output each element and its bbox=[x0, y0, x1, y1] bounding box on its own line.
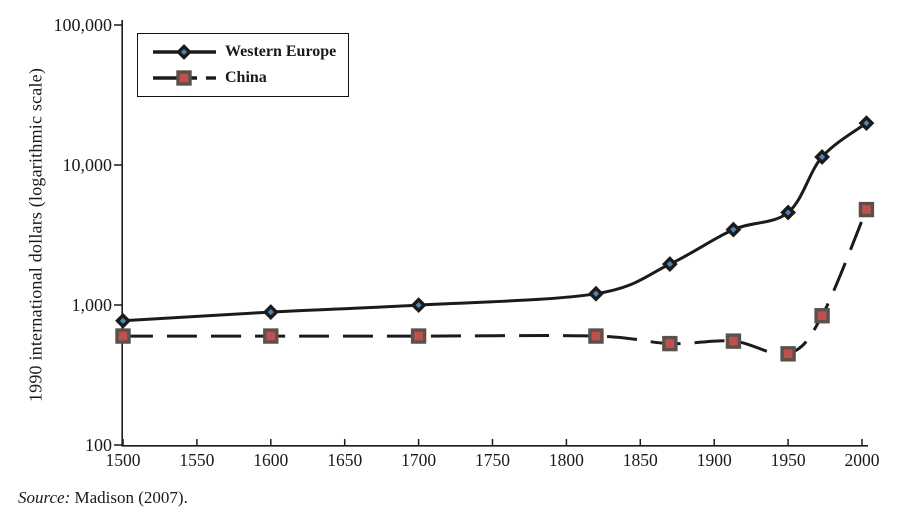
marker-china bbox=[725, 333, 742, 349]
source-note: Source: Madison (2007). bbox=[18, 488, 188, 508]
marker-china bbox=[588, 328, 604, 344]
legend-label-western-europe: Western Europe bbox=[225, 43, 337, 60]
marker-china bbox=[662, 335, 678, 352]
marker-china bbox=[814, 308, 830, 324]
marker-western-europe bbox=[780, 204, 797, 221]
legend-marker-western-europe-icon bbox=[153, 42, 216, 62]
marker-china bbox=[263, 328, 279, 344]
marker-china bbox=[780, 346, 796, 362]
legend: Western Europe China bbox=[137, 33, 349, 97]
x-tick-label: 1700 bbox=[401, 450, 436, 470]
x-tick-label: 1600 bbox=[253, 450, 288, 470]
y-tick-label: 1,000 bbox=[72, 295, 113, 315]
marker-western-europe bbox=[661, 256, 678, 272]
legend-item-western-europe: Western Europe bbox=[153, 39, 348, 65]
marker-china bbox=[858, 201, 875, 218]
y-tick-label: 100,000 bbox=[54, 15, 113, 35]
y-tick-label: 10,000 bbox=[63, 155, 113, 175]
marker-western-europe bbox=[115, 312, 131, 329]
marker-western-europe bbox=[588, 285, 604, 302]
legend-marker bbox=[176, 70, 192, 86]
legend-marker bbox=[176, 44, 192, 60]
x-tick-label: 1800 bbox=[549, 450, 584, 470]
x-tick-label: 1500 bbox=[106, 450, 141, 470]
marker-china bbox=[115, 328, 131, 344]
source-citation: Madison (2007). bbox=[70, 488, 188, 507]
x-tick-label: 1650 bbox=[327, 450, 362, 470]
legend-item-china: China bbox=[153, 65, 348, 91]
x-tick-label: 1900 bbox=[697, 450, 732, 470]
y-axis-title: 1990 international dollars (logarithmic … bbox=[25, 67, 46, 403]
marker-western-europe bbox=[858, 115, 875, 132]
legend-label-china: China bbox=[225, 69, 267, 86]
x-tick-label: 1850 bbox=[623, 450, 658, 470]
x-tick-label: 1550 bbox=[179, 450, 214, 470]
marker-western-europe bbox=[410, 297, 427, 314]
x-tick-label: 2000 bbox=[845, 450, 880, 470]
series-line-china bbox=[123, 209, 868, 357]
marker-western-europe bbox=[262, 304, 279, 320]
marker-western-europe bbox=[814, 149, 830, 165]
source-prefix: Source: bbox=[18, 488, 71, 507]
legend-marker-china-icon bbox=[153, 68, 216, 88]
y-tick-label: 100 bbox=[85, 435, 112, 455]
series-line-western-europe bbox=[122, 121, 868, 323]
x-tick-label: 1750 bbox=[475, 450, 510, 470]
x-tick-label: 1950 bbox=[771, 450, 806, 470]
marker-western-europe bbox=[725, 221, 742, 238]
marker-china bbox=[410, 328, 427, 344]
